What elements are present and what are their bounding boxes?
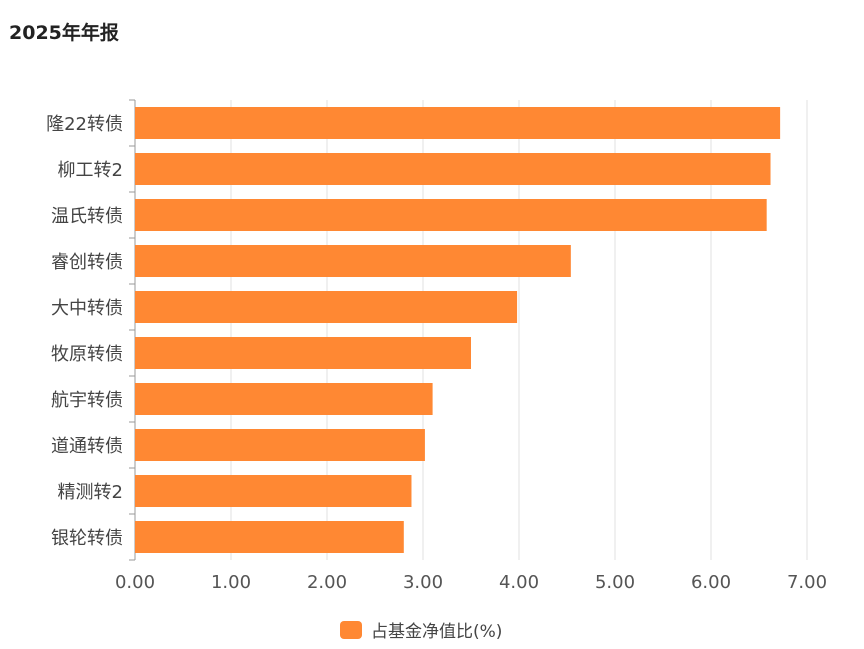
category-label: 银轮转债 <box>51 528 123 549</box>
category-label: 道通转债 <box>51 436 123 457</box>
category-label: 睿创转债 <box>51 252 123 273</box>
x-tick-label: 5.00 <box>595 572 635 593</box>
category-label: 柳工转2 <box>58 160 123 181</box>
bar[interactable] <box>135 337 471 369</box>
bar[interactable] <box>135 383 433 415</box>
x-tick-label: 3.00 <box>403 572 443 593</box>
x-tick-label: 0.00 <box>115 572 155 593</box>
legend-label: 占基金净值比(%) <box>371 622 503 642</box>
category-label: 牧原转债 <box>51 344 123 365</box>
category-label: 航宇转债 <box>51 390 123 411</box>
bar[interactable] <box>135 199 767 231</box>
legend[interactable]: 占基金净值比(%) <box>340 617 502 642</box>
bar[interactable] <box>135 245 571 277</box>
chart-title: 2025年年报 <box>9 22 119 44</box>
bar[interactable] <box>135 475 412 507</box>
bar[interactable] <box>135 107 781 139</box>
category-label: 精测转2 <box>58 482 123 503</box>
bar[interactable] <box>135 429 425 461</box>
bar[interactable] <box>135 521 404 553</box>
x-tick-label: 1.00 <box>211 572 251 593</box>
bar[interactable] <box>135 291 518 323</box>
x-tick-label: 7.00 <box>787 572 827 593</box>
category-label: 隆22转债 <box>46 114 123 135</box>
x-tick-label: 2.00 <box>307 572 347 593</box>
x-tick-label: 4.00 <box>499 572 539 593</box>
bar[interactable] <box>135 153 771 185</box>
category-label: 大中转债 <box>51 298 123 319</box>
x-tick-label: 6.00 <box>691 572 731 593</box>
category-label: 温氏转债 <box>51 206 123 227</box>
legend-swatch <box>340 620 362 639</box>
